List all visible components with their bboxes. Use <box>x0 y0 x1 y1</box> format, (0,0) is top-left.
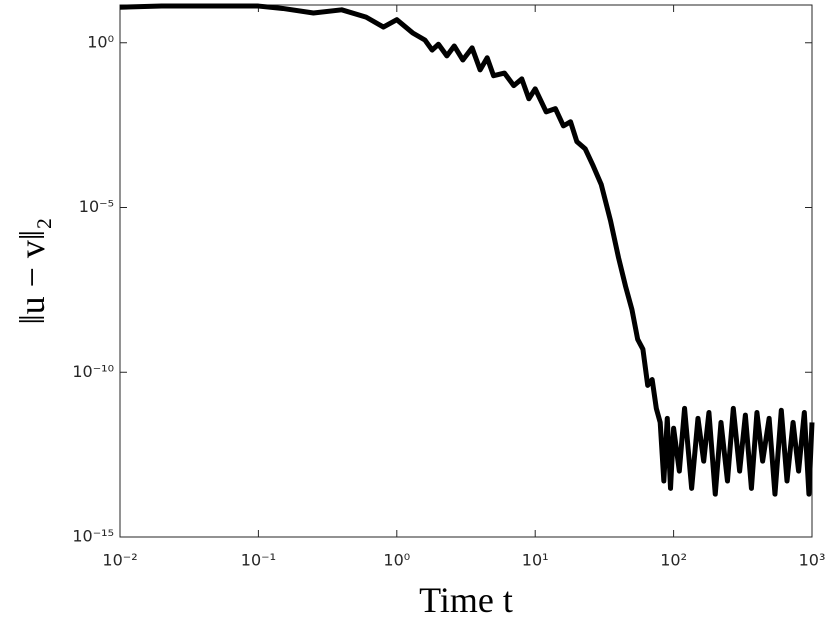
x-tick-label: 10² <box>660 551 687 570</box>
y-tick-label: 10⁻¹⁰ <box>72 362 114 381</box>
plot-frame <box>119 4 813 538</box>
y-tick-label: 10⁰ <box>87 32 114 51</box>
x-tick-label: 10⁻² <box>102 551 137 570</box>
y-axis-label: ‖u − v‖₂ <box>12 217 52 324</box>
data-line <box>119 3 815 497</box>
x-tick-label: 10¹ <box>522 551 549 570</box>
x-tick-label: 10⁰ <box>383 551 410 570</box>
x-axis-label: Time t <box>419 580 513 618</box>
y-tick-label: 10⁻¹⁵ <box>72 527 114 546</box>
x-tick-label: 10³ <box>799 551 826 570</box>
x-tick-label: 10⁻¹ <box>241 551 276 570</box>
y-tick-label: 10⁻⁵ <box>79 197 114 216</box>
